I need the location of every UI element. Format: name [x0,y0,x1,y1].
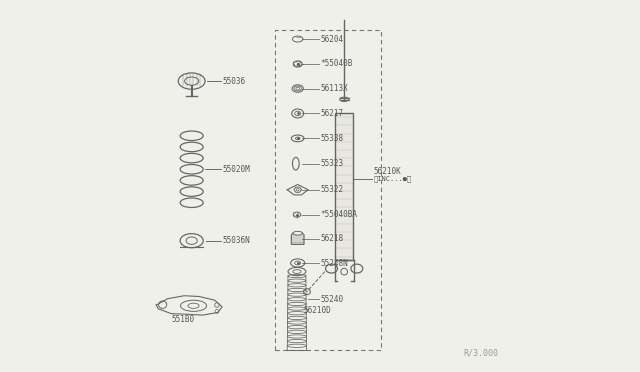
Text: 56218: 56218 [320,234,343,243]
Text: 56210D: 56210D [303,306,331,315]
Text: 55338: 55338 [320,134,343,143]
Text: 55322: 55322 [320,185,343,194]
Text: 56210K: 56210K [374,167,402,176]
Text: 55248N: 55248N [320,259,348,267]
Text: 55036: 55036 [222,77,245,86]
Bar [275,30,381,350]
Bar [335,113,353,260]
Text: 56204: 56204 [320,35,343,44]
Text: 〈INC...●〉: 〈INC...●〉 [374,175,412,182]
Text: 55036N: 55036N [222,236,250,245]
Text: 56217: 56217 [320,109,343,118]
Text: 551B0: 551B0 [172,315,195,324]
Text: *55040B: *55040B [320,60,353,68]
Text: *55040BA: *55040BA [320,210,357,219]
Text: R/3.000: R/3.000 [463,348,499,357]
Text: 55020M: 55020M [222,165,250,174]
Text: 55323: 55323 [320,159,343,168]
Text: 55240: 55240 [320,295,343,304]
Text: 56113X: 56113X [320,84,348,93]
